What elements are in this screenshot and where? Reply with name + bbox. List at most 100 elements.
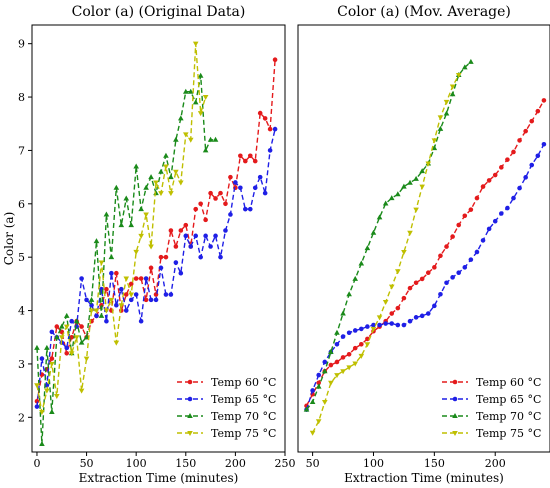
y-tick-label: 5	[18, 251, 25, 264]
data-point	[128, 292, 135, 298]
data-point	[437, 125, 444, 131]
data-point	[187, 88, 194, 94]
data-point	[173, 136, 179, 142]
x-tick-label: 150	[175, 457, 196, 470]
x-tick-label: 0	[33, 457, 40, 470]
data-point	[419, 184, 425, 190]
data-point	[208, 244, 213, 249]
series-line	[36, 43, 207, 413]
data-point	[128, 281, 134, 287]
legend-marker	[452, 413, 458, 418]
data-point	[322, 359, 328, 365]
data-point	[148, 174, 154, 180]
data-point	[203, 233, 208, 239]
data-point	[49, 408, 55, 414]
left-panel-original-data: Color (a) (Original Data) 0 50 100 150 200 250…	[2, 4, 296, 485]
data-point	[34, 383, 40, 389]
plot-frame	[31, 24, 286, 453]
data-point	[133, 163, 139, 169]
right-panel-moving-average: Color (a) (Mov. Average) 50 100 150 200Extra…	[297, 4, 550, 485]
data-point	[340, 334, 346, 339]
data-point	[34, 344, 40, 350]
legend-marker	[452, 431, 458, 436]
plot-frame	[297, 24, 550, 453]
data-point	[123, 292, 129, 297]
data-point	[59, 329, 65, 335]
data-point	[238, 153, 243, 159]
series-2	[304, 141, 547, 412]
data-point	[407, 318, 413, 324]
data-point	[187, 137, 194, 143]
data-point	[173, 260, 179, 265]
data-point	[407, 230, 413, 236]
data-point	[352, 361, 359, 367]
data-point	[395, 269, 401, 275]
data-point	[267, 148, 273, 153]
legend: Temp 60 °C Temp 65 °C Temp 70 °C Temp 75 °C	[442, 376, 541, 440]
data-point	[39, 440, 45, 446]
data-point	[128, 222, 135, 228]
data-point	[535, 108, 541, 114]
data-point	[517, 138, 522, 143]
data-point	[88, 296, 95, 302]
data-point	[192, 99, 199, 105]
data-point	[143, 297, 149, 303]
data-point	[182, 88, 189, 94]
data-point	[461, 64, 468, 70]
y-tick-label: 6	[18, 198, 25, 211]
data-point	[49, 356, 55, 361]
data-point	[321, 399, 328, 405]
data-point	[267, 126, 273, 132]
legend-marker	[187, 379, 193, 385]
data-point	[359, 341, 364, 347]
data-point	[168, 191, 174, 197]
data-point	[202, 95, 209, 101]
data-point	[450, 234, 455, 239]
data-point	[316, 380, 321, 386]
legend: Temp 60 °C Temp 65 °C Temp 70 °C Temp 75 °C	[177, 376, 276, 440]
data-point	[517, 185, 522, 191]
data-point	[79, 324, 84, 329]
data-point	[168, 292, 174, 297]
data-point	[438, 253, 443, 259]
data-point	[431, 145, 438, 151]
data-point	[114, 270, 119, 276]
data-point	[456, 222, 461, 228]
data-point	[93, 238, 100, 244]
data-point	[138, 276, 144, 281]
data-point	[153, 297, 159, 303]
data-point	[499, 165, 504, 170]
data-point	[425, 161, 432, 167]
series-2	[34, 126, 278, 409]
data-point	[511, 149, 516, 155]
data-point	[83, 334, 90, 340]
data-point	[443, 110, 450, 116]
data-point	[69, 318, 74, 324]
y-tick-label: 4	[18, 305, 25, 318]
legend-label: Temp 70 °C	[476, 410, 541, 423]
data-point	[98, 260, 105, 266]
data-point	[419, 276, 425, 282]
data-point	[78, 339, 85, 345]
data-point	[474, 249, 480, 255]
data-point	[73, 318, 80, 324]
data-point	[247, 153, 253, 159]
data-point	[203, 217, 208, 223]
data-point	[114, 302, 119, 308]
data-point	[243, 158, 248, 164]
data-point	[212, 136, 219, 142]
data-point	[303, 406, 310, 412]
data-point	[425, 311, 431, 316]
data-point	[133, 292, 139, 297]
data-point	[480, 184, 486, 189]
data-point	[163, 164, 169, 170]
data-point	[437, 115, 444, 121]
data-point	[407, 179, 413, 185]
data-point	[364, 245, 371, 251]
data-point	[78, 388, 85, 394]
data-point	[197, 72, 204, 78]
data-point	[511, 195, 516, 201]
data-point	[143, 212, 149, 218]
data-point	[334, 359, 340, 365]
